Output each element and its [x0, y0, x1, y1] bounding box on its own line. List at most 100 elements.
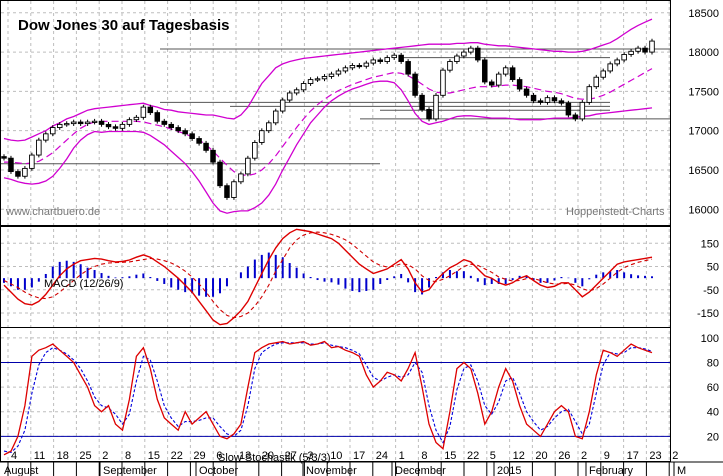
x-day-label-16: 24 — [376, 450, 388, 462]
candle-body-74 — [516, 79, 523, 90]
x-month-label-5: 2015 — [497, 465, 521, 476]
candle-body-68 — [475, 47, 481, 61]
candle-body-75 — [523, 88, 530, 96]
y-tick-labels: 16000 16500 17000 17500 18000 18500 150 50 -50 -1… — [688, 8, 719, 444]
y-tick-macd-50: 50 — [707, 262, 719, 274]
macd-line — [3, 228, 653, 326]
candle-body-86 — [600, 70, 606, 78]
candle-body-52 — [363, 62, 370, 67]
candle-body-24 — [168, 123, 174, 128]
candle-body-85 — [593, 76, 600, 88]
chart-title: Dow Jones 30 auf Tagesbasis — [18, 17, 229, 34]
x-month-label-2: October — [199, 465, 238, 476]
candle-body-4 — [29, 154, 35, 169]
candle-body-22 — [154, 112, 161, 122]
candle-body-67 — [468, 47, 474, 53]
y-tick-stoch-60: 60 — [707, 382, 719, 394]
candle-body-55 — [384, 57, 390, 62]
x-month-label-3: November — [306, 465, 357, 476]
y-tick-stoch-20: 20 — [707, 431, 719, 443]
x-day-label-9: 6 — [216, 450, 222, 462]
macd-signal-line — [3, 231, 653, 319]
x-day-label-23: 20 — [535, 450, 547, 462]
candle-body-36 — [252, 142, 258, 159]
price-panel-frame — [0, 0, 671, 226]
candle-body-46 — [321, 76, 328, 80]
candle-body-37 — [259, 130, 265, 143]
candle-body-27 — [189, 133, 195, 139]
y-tick-price-16000: 16000 — [688, 204, 719, 216]
candle-body-18 — [126, 119, 133, 125]
grid — [1, 1, 670, 461]
macd-label: MACD (12/26/9) — [44, 278, 123, 290]
candle-body-33 — [231, 181, 237, 198]
x-day-label-15: 17 — [353, 450, 365, 462]
y-tick-price-18500: 18500 — [688, 8, 719, 20]
candle-body-71 — [495, 73, 502, 86]
y-tick-stoch-40: 40 — [707, 407, 719, 419]
x-month-label-1: September — [103, 465, 157, 476]
candle-body-32 — [224, 185, 230, 198]
x-day-label-2: 18 — [57, 450, 69, 462]
candle-body-72 — [502, 67, 509, 75]
candle-body-84 — [586, 86, 593, 103]
candle-body-66 — [461, 51, 467, 57]
candle-body-65 — [454, 55, 460, 62]
candle-body-15 — [105, 123, 112, 128]
x-day-label-18: 8 — [421, 450, 427, 462]
x-day-label-22: 12 — [513, 450, 525, 462]
candle-body-20 — [140, 106, 147, 118]
candle-body-19 — [133, 116, 140, 121]
x-day-label-6: 15 — [148, 450, 160, 462]
candle-body-23 — [161, 120, 168, 125]
candle-body-28 — [196, 138, 202, 144]
x-day-label-27: 17 — [627, 450, 639, 462]
x-day-label-1: 11 — [34, 450, 45, 462]
stochastic-reference-lines — [1, 361, 670, 437]
y-tick-macd-150: 150 — [701, 238, 719, 250]
stoch-k-line — [3, 340, 653, 456]
x-day-label-24: 26 — [558, 450, 570, 462]
candle-body-5 — [36, 139, 42, 156]
candle-body-77 — [537, 100, 544, 103]
candle-body-44 — [307, 79, 314, 84]
x-day-label-0: 4 — [11, 450, 17, 462]
candle-body-64 — [447, 61, 453, 71]
candle-body-7 — [50, 127, 56, 135]
x-day-label-14: 10 — [330, 450, 342, 462]
candle-body-79 — [551, 97, 558, 102]
candle-body-25 — [175, 127, 181, 132]
candle-body-61 — [426, 109, 432, 120]
candle-body-31 — [217, 161, 223, 187]
y-tick-macd--150: -150 — [697, 308, 719, 320]
candle-body-14 — [98, 120, 105, 125]
candle-body-35 — [245, 157, 251, 175]
candle-body-83 — [579, 101, 586, 120]
source-left: www.chartbuero.de — [5, 206, 100, 218]
candle-body-16 — [112, 126, 119, 129]
candle-body-41 — [286, 92, 293, 101]
candle-body-11 — [77, 121, 84, 125]
candle-body-49 — [342, 67, 349, 72]
candle-body-42 — [293, 89, 300, 94]
candle-body-40 — [279, 99, 286, 112]
x-day-label-25: 2 — [581, 450, 587, 462]
bollinger-lower-line — [3, 80, 653, 214]
x-month-label-6: February — [589, 465, 634, 476]
candle-body-93 — [649, 40, 655, 53]
x-day-label-3: 25 — [79, 450, 91, 462]
candle-body-56 — [391, 54, 397, 59]
y-tick-stoch-100: 100 — [701, 333, 719, 345]
candle-body-69 — [482, 59, 488, 83]
candle-body-89 — [621, 53, 627, 61]
candle-body-51 — [356, 64, 363, 68]
y-tick-macd--50: -50 — [703, 285, 719, 297]
candle-body-76 — [530, 94, 537, 102]
x-day-label-7: 22 — [171, 450, 183, 462]
y-tick-price-17000: 17000 — [688, 126, 719, 138]
candle-body-10 — [70, 121, 77, 125]
stochastic-label: Slow Stochastik (5/3/3) — [218, 452, 331, 464]
candle-body-8 — [56, 123, 63, 128]
candle-body-63 — [440, 69, 446, 96]
x-month-label-4: December — [395, 465, 446, 476]
